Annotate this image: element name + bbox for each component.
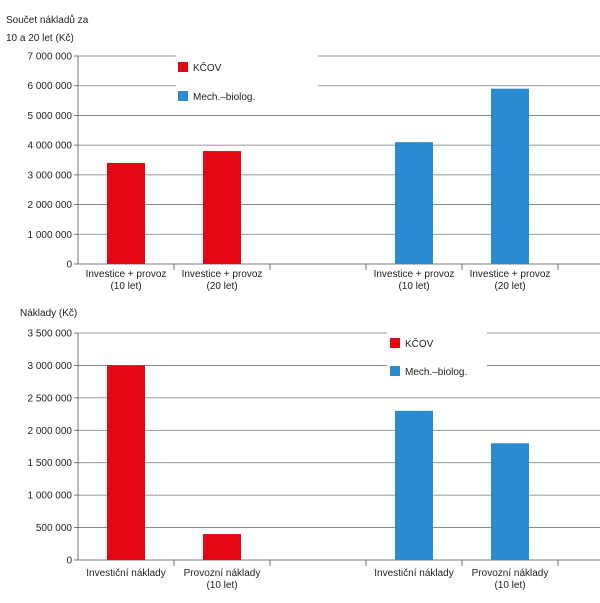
bar-kcov: [203, 534, 241, 560]
x-tick-label: (10 let): [110, 281, 141, 292]
y-axis-label: Součet nákladů za: [6, 14, 89, 26]
x-tick-label: Investice + provoz: [374, 269, 455, 280]
y-tick-label: 5 000 000: [28, 111, 73, 122]
bar-mech: [491, 88, 529, 264]
y-tick-label: 2 000 000: [28, 200, 73, 211]
bar-mech: [491, 443, 529, 560]
x-tick-label: Provozní náklady: [184, 568, 261, 579]
x-tick-label: (20 let): [494, 281, 525, 292]
legend-swatch-mech: [390, 366, 400, 376]
y-tick-label: 1 000 000: [28, 491, 73, 502]
y-axis-label: 10 a 20 let (Kč): [6, 33, 74, 44]
y-tick-label: 0: [66, 260, 72, 271]
bar-kcov: [203, 151, 241, 264]
legend-label: Mech.–biolog.: [193, 92, 255, 103]
x-tick-label: Investice + provoz: [182, 269, 263, 280]
x-tick-label: (10 let): [494, 580, 525, 591]
y-tick-label: 500 000: [36, 523, 73, 534]
x-tick-label: Investice + provoz: [86, 269, 167, 280]
legend-label: Mech.–biolog.: [405, 367, 467, 378]
x-tick-label: (10 let): [206, 580, 237, 591]
legend-background: [387, 329, 487, 381]
y-tick-label: 7 000 000: [28, 52, 73, 63]
bar-kcov: [107, 365, 145, 560]
bar-mech: [395, 410, 433, 560]
x-tick-label: Provozní náklady: [472, 568, 549, 579]
y-tick-label: 6 000 000: [28, 81, 73, 92]
legend-swatch-kcov: [390, 338, 400, 348]
x-tick-label: (20 let): [206, 281, 237, 292]
legend-label: KČOV: [405, 337, 434, 350]
y-tick-label: 2 000 000: [28, 426, 73, 437]
bar-kcov: [107, 162, 145, 264]
y-axis-label: Náklady (Kč): [20, 308, 77, 319]
x-tick-label: Investiční náklady: [374, 568, 454, 579]
x-tick-label: Investiční náklady: [86, 568, 166, 579]
y-tick-label: 3 000 000: [28, 170, 73, 181]
y-tick-label: 1 500 000: [28, 458, 73, 469]
bar-mech: [395, 142, 433, 264]
y-tick-label: 4 000 000: [28, 141, 73, 152]
x-tick-label: Investice + provoz: [470, 269, 551, 280]
legend-swatch-kcov: [178, 62, 188, 72]
x-tick-label: (10 let): [398, 281, 429, 292]
y-tick-label: 2 500 000: [28, 393, 73, 404]
legend-swatch-mech: [178, 91, 188, 101]
legend-label: KČOV: [193, 61, 222, 74]
y-tick-label: 3 000 000: [28, 361, 73, 372]
y-tick-label: 0: [66, 556, 72, 567]
y-tick-label: 3 500 000: [28, 329, 73, 340]
y-tick-label: 1 000 000: [28, 230, 73, 241]
legend-background: [176, 55, 318, 111]
